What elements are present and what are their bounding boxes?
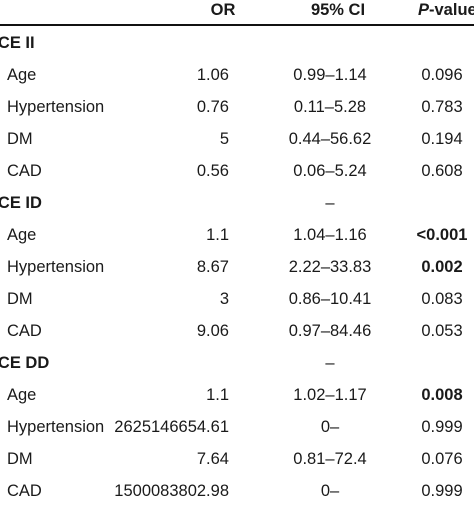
ci-value: 0.97–84.46 — [288, 322, 372, 340]
ci-value: 0.81–72.4 — [293, 450, 367, 468]
table-row: Hypertension 2625146654.61 0– 0.999 — [0, 411, 474, 443]
group-header-row: ACE II — [0, 27, 474, 59]
or-value: 1.1 — [206, 226, 229, 244]
ci-value: 2.22–33.83 — [288, 258, 372, 276]
or-value: 0.76 — [196, 98, 229, 116]
table-header: OR 95% CI P-value — [0, 0, 474, 26]
table-row: DM 3 0.86–10.41 0.083 — [0, 283, 474, 315]
ci-value: 0.99–1.14 — [293, 66, 367, 84]
or-value: 1.1 — [206, 386, 229, 404]
ci-value: 1.02–1.17 — [293, 386, 367, 404]
group-title: ACE ID — [0, 194, 42, 212]
table-row: DM 7.64 0.81–72.4 0.076 — [0, 443, 474, 475]
or-value: 0.56 — [196, 162, 229, 180]
ci-value: 0– — [320, 418, 340, 436]
variable-label: DM — [7, 290, 33, 308]
p-value: 0.096 — [421, 66, 463, 84]
p-value: 0.608 — [421, 162, 463, 180]
group-title: ACE DD — [0, 354, 50, 372]
or-value: 8.67 — [196, 258, 229, 276]
group-ci — [270, 27, 390, 59]
ci-value: 0.06–5.24 — [293, 162, 367, 180]
variable-label: CAD — [7, 482, 42, 500]
or-value: 1.06 — [196, 66, 229, 84]
or-value: 3 — [219, 290, 229, 308]
p-value: 0.053 — [421, 322, 463, 340]
variable-label: CAD — [7, 322, 42, 340]
variable-label: Age — [7, 66, 37, 84]
p-value: 0.076 — [421, 450, 463, 468]
header-or: OR — [210, 1, 236, 19]
variable-label: Hypertension — [7, 418, 105, 436]
ci-value: 0– — [320, 482, 340, 500]
ci-value: 0.11–5.28 — [293, 98, 367, 116]
header-ci: 95% CI — [310, 1, 366, 19]
p-value: <0.001 — [416, 226, 468, 244]
p-value: 0.002 — [421, 258, 463, 276]
p-value: 0.999 — [421, 418, 463, 436]
p-value: 0.083 — [421, 290, 463, 308]
ci-value: 1.04–1.16 — [293, 226, 367, 244]
variable-label: Age — [7, 386, 37, 404]
group-title: ACE II — [0, 34, 35, 52]
or-value: 9.06 — [196, 322, 229, 340]
ci-value: 0.86–10.41 — [288, 290, 372, 308]
or-value: 2625146654.61 — [114, 418, 229, 436]
table-row: CAD 0.56 0.06–5.24 0.608 — [0, 155, 474, 187]
group-ci: – — [325, 194, 335, 212]
table-row: DM 5 0.44–56.62 0.194 — [0, 123, 474, 155]
or-value: 7.64 — [196, 450, 229, 468]
group-header-row: ACE DD – — [0, 347, 474, 379]
table-row: CAD 9.06 0.97–84.46 0.053 — [0, 315, 474, 347]
p-value: 0.194 — [421, 130, 463, 148]
variable-label: CAD — [7, 162, 42, 180]
table-row: Hypertension 8.67 2.22–33.83 0.002 — [0, 251, 474, 283]
variable-label: Hypertension — [7, 258, 105, 276]
ci-value: 0.44–56.62 — [288, 130, 372, 148]
header-rule — [0, 24, 474, 26]
table-row: Hypertension 0.76 0.11–5.28 0.783 — [0, 91, 474, 123]
header-p-italic: P — [418, 1, 430, 19]
group-header-row: ACE ID – — [0, 187, 474, 219]
p-value: 0.783 — [421, 98, 463, 116]
table-row: CAD 1500083802.98 0– 0.999 — [0, 475, 474, 507]
table-row: Age 1.1 1.02–1.17 0.008 — [0, 379, 474, 411]
variable-label: Hypertension — [7, 98, 105, 116]
or-value: 1500083802.98 — [114, 482, 229, 500]
header-p-value: P-value — [418, 0, 474, 26]
p-value: 0.999 — [421, 482, 463, 500]
p-value: 0.008 — [421, 386, 463, 404]
variable-label: DM — [7, 450, 33, 468]
header-p-rest: -value — [429, 1, 474, 19]
table-row: Age 1.06 0.99–1.14 0.096 — [0, 59, 474, 91]
variable-label: Age — [7, 226, 37, 244]
group-ci: – — [325, 354, 335, 372]
table-row: Age 1.1 1.04–1.16 <0.001 — [0, 219, 474, 251]
variable-label: DM — [7, 130, 33, 148]
or-value: 5 — [219, 130, 229, 148]
